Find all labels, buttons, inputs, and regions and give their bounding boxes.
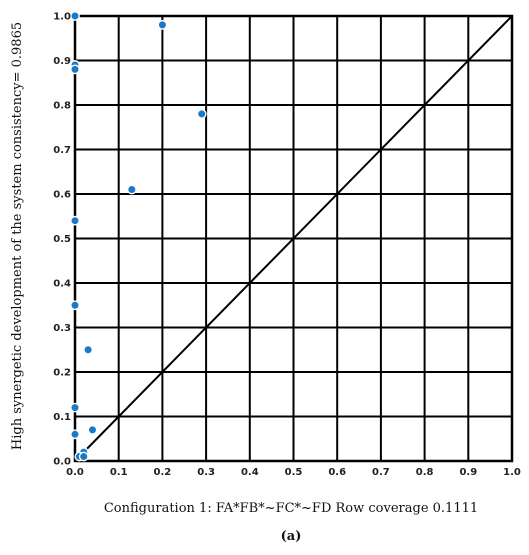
x-tick-label: 0.1 <box>110 467 128 478</box>
y-tick-label: 1.0 <box>53 12 71 23</box>
data-point <box>83 344 94 355</box>
y-tick-label: 0.4 <box>53 279 71 290</box>
x-axis-title: Configuration 1: FA*FB*~FC*~FD Row cover… <box>104 501 478 516</box>
y-tick-label: 0.9 <box>53 56 71 67</box>
data-point <box>70 215 80 226</box>
x-tick-label: 0.8 <box>416 467 434 478</box>
data-point <box>70 300 80 311</box>
x-tick-label: 0.4 <box>241 467 259 478</box>
y-tick-label: 0.1 <box>53 412 71 423</box>
diagonal-line <box>74 15 513 462</box>
x-tick-label: 0.7 <box>372 467 390 478</box>
data-point <box>157 20 168 30</box>
y-tick-label: 0.5 <box>53 234 71 245</box>
data-point <box>70 11 80 21</box>
y-tick-labels: 0.0 0.1 0.2 0.3 0.4 0.5 0.6 0.7 0.8 0.9 1.0 <box>53 12 71 468</box>
x-tick-label: 0.2 <box>154 467 172 478</box>
y-tick-label: 0.8 <box>53 101 71 112</box>
y-tick-label: 0.3 <box>53 323 71 334</box>
data-point <box>78 451 89 462</box>
x-tick-label: 0.5 <box>285 467 303 478</box>
y-axis-title: High synergetic development of the syste… <box>10 22 25 450</box>
data-points <box>70 11 207 462</box>
panel-label: (a) <box>281 529 302 544</box>
data-point <box>70 64 80 75</box>
plot-frame <box>73 14 514 463</box>
data-point <box>70 429 80 440</box>
data-point <box>126 184 137 195</box>
x-tick-labels: 0.0 0.1 0.2 0.3 0.4 0.5 0.6 0.7 0.8 0.9 1.0 <box>66 467 521 478</box>
x-tick-label: 0.0 <box>66 467 84 478</box>
plot-border <box>73 14 514 463</box>
y-tick-label: 0.6 <box>53 190 71 201</box>
y-tick-label: 0.2 <box>53 368 71 379</box>
x-tick-label: 0.3 <box>197 467 215 478</box>
x-tick-label: 0.9 <box>459 467 477 478</box>
x-tick-label: 1.0 <box>503 467 521 478</box>
data-point <box>70 402 80 413</box>
data-point <box>196 109 207 119</box>
y-tick-label: 0.0 <box>53 457 71 468</box>
y-tick-label: 0.7 <box>53 145 71 156</box>
x-tick-label: 0.6 <box>328 467 346 478</box>
data-point <box>87 424 98 435</box>
diagonal-reference-line <box>74 15 513 462</box>
